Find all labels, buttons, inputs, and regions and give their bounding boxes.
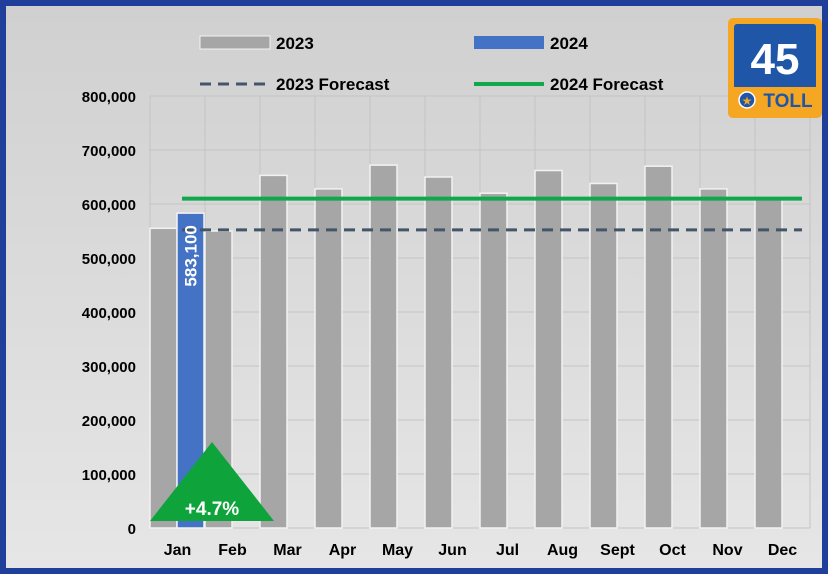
x-tick-label: Jan (164, 542, 192, 559)
x-axis-labels: Jan Feb Mar Apr May Jun Jul Aug Sept Oct Nov Dec (164, 542, 798, 559)
bar-2023 (369, 164, 398, 529)
toll-road-shield-icon: 45 ★ TOLL (728, 18, 822, 118)
bar-2023 (534, 169, 563, 529)
up-triangle-icon (150, 442, 274, 521)
y-tick-label: 500,000 (82, 251, 136, 268)
x-tick-label: Feb (218, 542, 247, 559)
x-tick-label: Nov (712, 542, 742, 559)
star-glyph: ★ (742, 94, 753, 108)
y-tick-label: 300,000 (82, 359, 136, 376)
y-tick-label: 200,000 (82, 413, 136, 430)
change-badge-text: +4.7% (185, 499, 240, 520)
x-tick-label: Mar (273, 542, 301, 559)
star-icon (738, 91, 756, 109)
y-tick-label: 0 (128, 521, 136, 538)
y-tick-label: 700,000 (82, 143, 136, 160)
y-tick-label: 600,000 (82, 197, 136, 214)
legend-swatch-2024 (474, 36, 544, 49)
y-axis-labels: 0 100,000 200,000 300,000 400,000 500,000 600,… (82, 89, 136, 538)
shield-route-label: TOLL (763, 91, 813, 112)
x-tick-label: May (382, 542, 413, 559)
x-tick-label: Dec (768, 542, 797, 559)
bar-2023 (644, 165, 673, 529)
legend-label-2023-forecast: 2023 Forecast (276, 75, 390, 94)
change-badge: +4.7% (150, 442, 274, 521)
x-tick-label: Aug (547, 542, 578, 559)
bars (149, 164, 783, 529)
legend-label-2024-forecast: 2024 Forecast (550, 75, 664, 94)
bar-2023 (424, 176, 453, 529)
bar-2023 (699, 188, 728, 529)
bar-2023 (589, 182, 618, 529)
bar-2023 (479, 192, 508, 529)
bar-2023 (314, 188, 343, 529)
y-tick-label: 800,000 (82, 89, 136, 106)
x-tick-label: Jul (496, 542, 519, 559)
legend: 2023 2024 2023 Forecast 2024 Forecast (199, 34, 664, 94)
legend-label-2023: 2023 (276, 34, 314, 53)
bar-2024-data-label: 583,100 (182, 225, 201, 286)
y-tick-label: 400,000 (82, 305, 136, 322)
y-tick-label: 100,000 (82, 467, 136, 484)
chart: 0 100,000 200,000 300,000 400,000 500,000 600,… (6, 6, 822, 568)
bar-2023 (259, 174, 288, 529)
data-labels: 583,100 (182, 225, 201, 286)
shield-route-number: 45 (751, 35, 800, 84)
bar-2023 (754, 196, 783, 529)
x-tick-label: Oct (659, 542, 686, 559)
x-tick-label: Apr (329, 542, 357, 559)
legend-label-2024: 2024 (550, 34, 588, 53)
x-tick-label: Jun (438, 542, 466, 559)
forecast-lines (182, 196, 802, 232)
bar-2023 (149, 227, 178, 529)
legend-swatch-2023 (199, 35, 271, 50)
x-tick-label: Sept (600, 542, 635, 559)
